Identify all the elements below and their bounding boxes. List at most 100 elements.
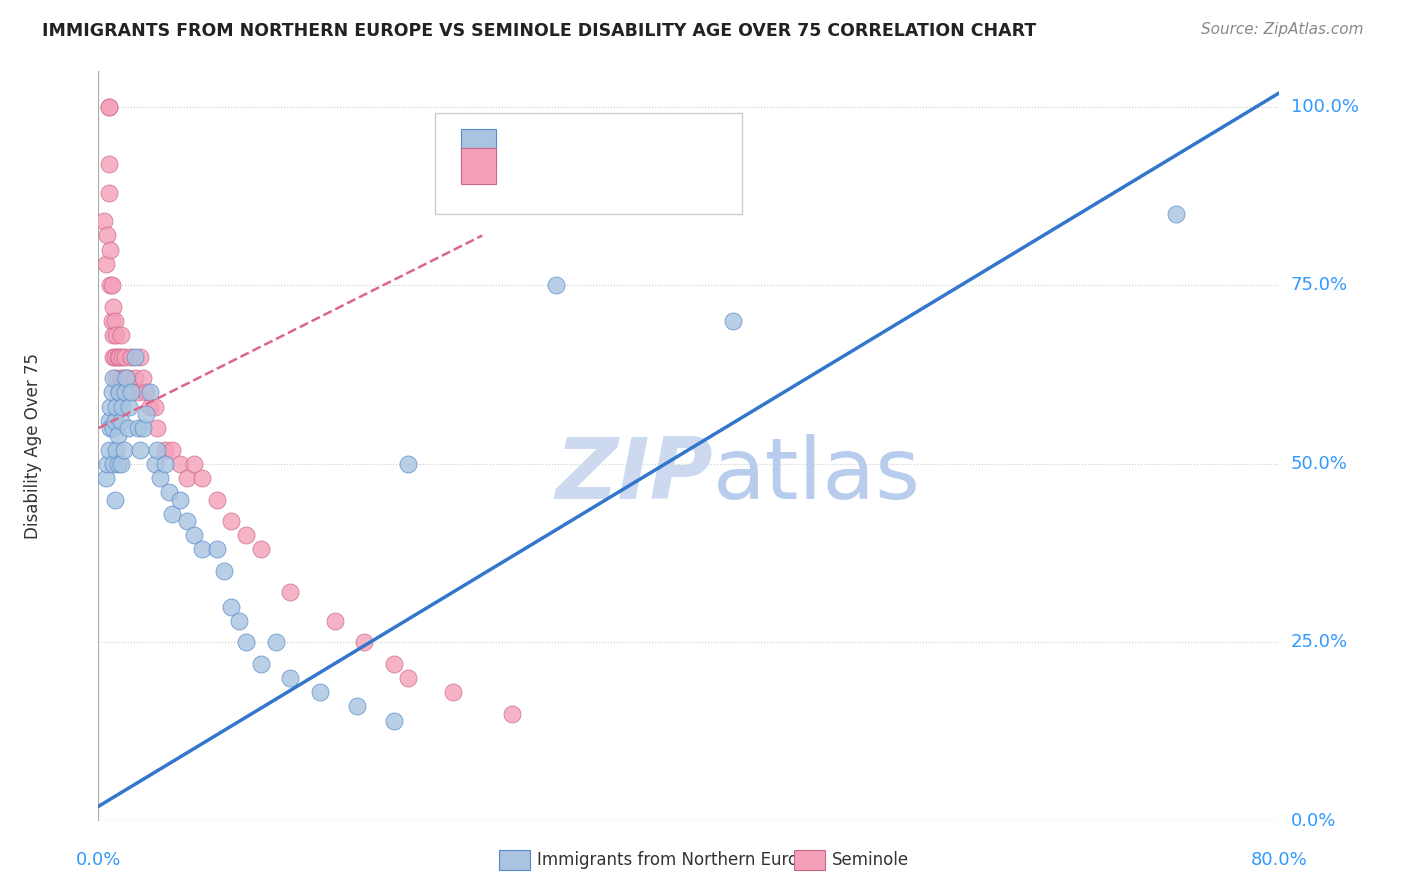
Point xyxy=(146,421,169,435)
Point xyxy=(183,457,205,471)
Text: N = 57: N = 57 xyxy=(633,137,697,155)
Point xyxy=(153,442,176,457)
Text: 50.0%: 50.0% xyxy=(1291,455,1347,473)
Point xyxy=(94,471,117,485)
Point xyxy=(97,414,120,428)
Point xyxy=(100,385,122,400)
Point xyxy=(110,328,132,343)
Point xyxy=(96,228,118,243)
Point xyxy=(132,371,155,385)
Point xyxy=(127,421,149,435)
Point xyxy=(97,100,120,114)
Point xyxy=(117,421,139,435)
Point xyxy=(114,350,136,364)
Point xyxy=(250,542,273,557)
Point xyxy=(235,635,257,649)
Point xyxy=(382,657,405,671)
Text: Immigrants from Northern Europe: Immigrants from Northern Europe xyxy=(537,851,818,869)
Point xyxy=(103,371,125,385)
Point xyxy=(235,528,257,542)
Point xyxy=(191,471,214,485)
Point xyxy=(110,414,132,428)
Point xyxy=(120,385,142,400)
Text: Disability Age Over 75: Disability Age Over 75 xyxy=(24,353,42,539)
Point xyxy=(110,457,132,471)
Point xyxy=(153,457,176,471)
Point xyxy=(98,278,121,293)
Point xyxy=(115,371,138,385)
Point xyxy=(114,385,136,400)
Point xyxy=(176,514,198,528)
Point xyxy=(346,699,368,714)
Point xyxy=(112,371,135,385)
Point xyxy=(149,471,172,485)
Text: 100.0%: 100.0% xyxy=(1291,98,1358,116)
Point xyxy=(143,400,166,414)
Point xyxy=(111,400,134,414)
Point xyxy=(105,328,128,343)
Point xyxy=(162,507,183,521)
Point xyxy=(1166,207,1188,221)
Text: atlas: atlas xyxy=(713,434,921,517)
Point xyxy=(228,614,250,628)
Point xyxy=(105,371,128,385)
Point xyxy=(723,314,745,328)
Point xyxy=(98,243,121,257)
Point xyxy=(309,685,332,699)
Point xyxy=(139,400,162,414)
Text: 75.0%: 75.0% xyxy=(1291,277,1348,294)
Point xyxy=(104,314,127,328)
Point xyxy=(501,706,523,721)
Point xyxy=(135,385,157,400)
Point xyxy=(323,614,346,628)
Point xyxy=(107,457,129,471)
Point xyxy=(176,471,198,485)
Point xyxy=(264,635,287,649)
Text: R = 0.273: R = 0.273 xyxy=(506,156,600,174)
Text: 25.0%: 25.0% xyxy=(1291,633,1348,651)
Point xyxy=(117,371,139,385)
Point xyxy=(105,442,128,457)
Point xyxy=(205,542,228,557)
Point xyxy=(103,300,125,314)
Point xyxy=(107,350,129,364)
Point xyxy=(98,400,121,414)
Point xyxy=(128,350,150,364)
Point xyxy=(353,635,375,649)
Point xyxy=(280,585,302,599)
Point xyxy=(205,492,228,507)
Point xyxy=(100,278,122,293)
Point xyxy=(98,421,121,435)
Point xyxy=(107,385,129,400)
Point xyxy=(124,350,146,364)
Point xyxy=(250,657,273,671)
Point xyxy=(94,257,117,271)
Point xyxy=(97,100,120,114)
Point xyxy=(135,407,157,421)
Text: Source: ZipAtlas.com: Source: ZipAtlas.com xyxy=(1201,22,1364,37)
Point xyxy=(118,400,141,414)
Point xyxy=(128,442,150,457)
Point xyxy=(162,442,183,457)
Point xyxy=(115,385,138,400)
Point xyxy=(100,314,122,328)
Text: 0.0%: 0.0% xyxy=(1291,812,1336,830)
Text: 80.0%: 80.0% xyxy=(1251,851,1308,869)
Point xyxy=(382,714,405,728)
Point xyxy=(108,350,131,364)
FancyBboxPatch shape xyxy=(434,112,742,214)
Point xyxy=(124,371,146,385)
Point xyxy=(103,457,125,471)
Point xyxy=(107,428,129,442)
Point xyxy=(97,186,120,200)
Point xyxy=(118,385,141,400)
FancyBboxPatch shape xyxy=(461,129,496,165)
Point xyxy=(111,385,134,400)
Point xyxy=(108,385,131,400)
Point xyxy=(104,414,127,428)
Point xyxy=(103,421,125,435)
Point xyxy=(441,685,464,699)
Point xyxy=(97,442,120,457)
Point xyxy=(546,278,568,293)
Point xyxy=(398,457,420,471)
